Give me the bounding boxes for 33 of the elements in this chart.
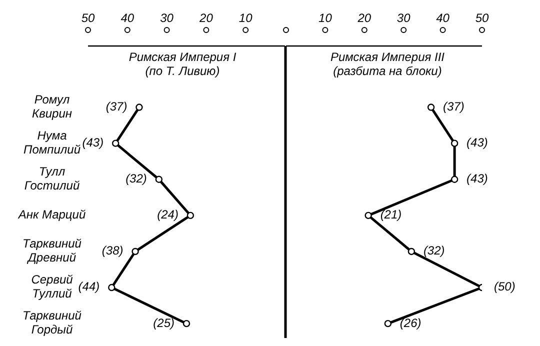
x-tick-label: 20: [356, 11, 372, 25]
data-label: (25): [153, 316, 174, 330]
data-label: (37): [443, 99, 464, 114]
x-tick-label: 10: [238, 11, 253, 25]
chart-title: Римская Империя I (по Т. Ливию): [128, 50, 238, 78]
y-tick-label: Анк Марций: [17, 208, 86, 222]
x-tick-label: 10: [318, 11, 332, 25]
data-label: (44): [78, 280, 100, 294]
data-label: (32): [126, 172, 147, 186]
y-tick-label: Тарквиний Древний: [22, 236, 82, 265]
x-tick-label: 50: [475, 11, 489, 25]
y-tick-label: Сервий Туллий: [31, 272, 74, 301]
x-tick-label: 20: [198, 11, 214, 25]
data-label: (43): [466, 172, 488, 186]
data-label: (50): [494, 280, 516, 294]
x-tick-label: 40: [436, 11, 450, 25]
y-tick-label: Тарквиний Гордый: [22, 308, 82, 337]
x-tick-label: 30: [160, 11, 174, 25]
x-tick-label: 50: [81, 11, 95, 25]
data-label: (43): [466, 136, 488, 150]
data-label: (21): [380, 208, 402, 222]
data-label: (24): [157, 208, 178, 222]
chart-title: Римская Империя III (разбита на блоки): [329, 50, 446, 78]
data-label: (37): [106, 99, 128, 114]
data-label: (32): [423, 244, 445, 258]
x-tick-label: 30: [396, 11, 411, 25]
x-tick-label: 40: [120, 11, 134, 25]
y-tick-label: Нума Помпилий: [24, 128, 81, 157]
data-label: (38): [102, 244, 124, 258]
data-label: (26): [400, 316, 422, 330]
y-tick-label: Тулл Гостилий: [24, 164, 80, 193]
y-tick-label: Ромул Квирин: [32, 92, 72, 120]
data-label: (43): [82, 136, 104, 150]
